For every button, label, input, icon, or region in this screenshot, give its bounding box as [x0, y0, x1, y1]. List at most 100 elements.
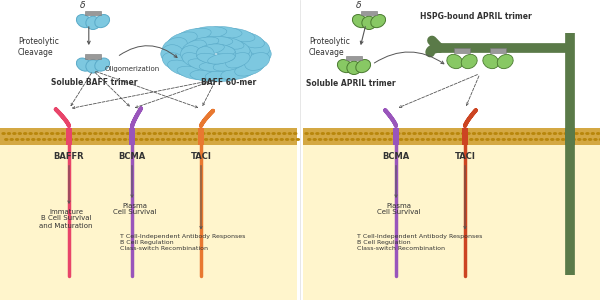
Circle shape: [316, 133, 319, 134]
Circle shape: [221, 139, 224, 140]
Circle shape: [132, 133, 134, 134]
Circle shape: [277, 133, 281, 134]
Circle shape: [215, 139, 218, 140]
Circle shape: [18, 133, 22, 134]
Circle shape: [413, 133, 416, 134]
Circle shape: [226, 139, 229, 140]
Circle shape: [83, 133, 86, 134]
Circle shape: [48, 139, 51, 140]
Circle shape: [178, 139, 181, 140]
Circle shape: [365, 133, 368, 134]
Circle shape: [516, 133, 519, 134]
Circle shape: [435, 133, 438, 134]
Circle shape: [327, 133, 330, 134]
Text: Proteolytic
Cleavage: Proteolytic Cleavage: [18, 38, 59, 57]
Circle shape: [421, 139, 424, 140]
Circle shape: [294, 133, 296, 134]
Circle shape: [242, 139, 245, 140]
Circle shape: [416, 139, 419, 140]
Circle shape: [570, 133, 573, 134]
Circle shape: [75, 139, 78, 140]
Circle shape: [59, 139, 62, 140]
Circle shape: [210, 139, 213, 140]
Bar: [198, 128, 204, 145]
Circle shape: [37, 139, 40, 140]
Circle shape: [113, 139, 116, 140]
Bar: [361, 11, 377, 15]
Circle shape: [394, 139, 397, 140]
Ellipse shape: [245, 38, 269, 56]
Bar: [565, 128, 575, 145]
Circle shape: [448, 139, 451, 140]
Circle shape: [397, 133, 400, 134]
Ellipse shape: [182, 40, 206, 56]
Text: BAFF 60-mer: BAFF 60-mer: [201, 78, 256, 87]
Circle shape: [62, 133, 65, 134]
Circle shape: [592, 133, 595, 134]
Bar: [0, 128, 297, 300]
Ellipse shape: [199, 36, 233, 46]
Circle shape: [446, 133, 449, 134]
Ellipse shape: [76, 14, 91, 28]
Circle shape: [408, 133, 411, 134]
Circle shape: [486, 139, 489, 140]
Circle shape: [291, 139, 294, 140]
Ellipse shape: [177, 66, 211, 80]
Circle shape: [89, 133, 91, 134]
Bar: [454, 48, 470, 52]
Ellipse shape: [205, 70, 242, 81]
Circle shape: [261, 133, 264, 134]
Circle shape: [313, 139, 316, 140]
Ellipse shape: [213, 37, 244, 49]
Ellipse shape: [86, 60, 100, 73]
Circle shape: [424, 133, 427, 134]
Circle shape: [502, 139, 505, 140]
Circle shape: [10, 139, 13, 140]
Ellipse shape: [235, 32, 265, 48]
Circle shape: [362, 139, 365, 140]
Circle shape: [143, 133, 146, 134]
Circle shape: [191, 133, 194, 134]
Ellipse shape: [208, 44, 235, 55]
Circle shape: [389, 139, 392, 140]
Circle shape: [208, 133, 210, 134]
Ellipse shape: [221, 28, 255, 42]
Circle shape: [64, 139, 67, 140]
Circle shape: [356, 139, 359, 140]
Circle shape: [400, 139, 403, 140]
Text: Oligomerization: Oligomerization: [104, 66, 160, 72]
Circle shape: [329, 139, 332, 140]
Circle shape: [338, 133, 341, 134]
Ellipse shape: [205, 27, 242, 38]
Text: TACI: TACI: [191, 152, 211, 161]
Text: Plasma
Cell Survival: Plasma Cell Survival: [377, 202, 421, 215]
Circle shape: [359, 133, 362, 134]
Ellipse shape: [231, 46, 251, 62]
Ellipse shape: [197, 53, 224, 64]
Circle shape: [26, 139, 29, 140]
Ellipse shape: [163, 38, 187, 56]
Circle shape: [154, 133, 156, 134]
Bar: [0, 128, 297, 145]
Circle shape: [518, 139, 521, 140]
Circle shape: [29, 133, 32, 134]
Ellipse shape: [347, 61, 361, 74]
Circle shape: [559, 133, 562, 134]
Circle shape: [370, 133, 373, 134]
Text: BCMA: BCMA: [118, 152, 146, 161]
Bar: [490, 48, 506, 52]
Bar: [85, 54, 101, 59]
Circle shape: [497, 139, 500, 140]
Ellipse shape: [188, 37, 219, 49]
Circle shape: [410, 139, 413, 140]
Ellipse shape: [235, 60, 265, 76]
Circle shape: [392, 133, 395, 134]
Circle shape: [127, 133, 130, 134]
Bar: [66, 128, 72, 145]
Circle shape: [554, 133, 557, 134]
Circle shape: [572, 139, 575, 140]
Circle shape: [129, 139, 132, 140]
Circle shape: [199, 139, 202, 140]
Circle shape: [343, 133, 346, 134]
Circle shape: [403, 133, 406, 134]
